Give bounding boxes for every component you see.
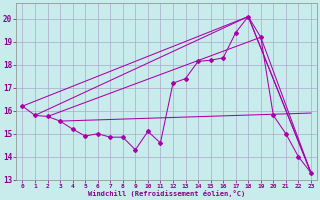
X-axis label: Windchill (Refroidissement éolien,°C): Windchill (Refroidissement éolien,°C) — [88, 190, 245, 197]
